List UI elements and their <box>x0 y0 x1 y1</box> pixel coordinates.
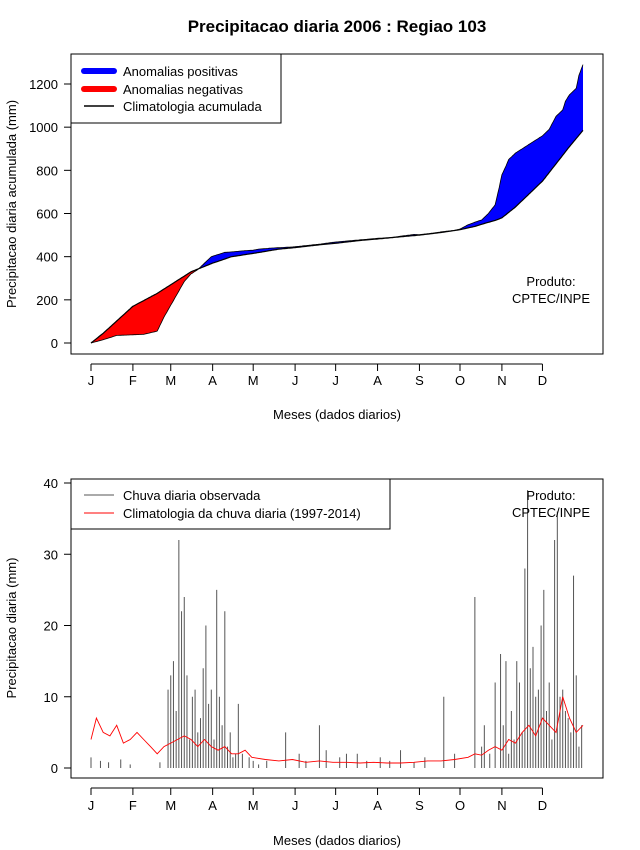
negative-anomaly-area-1 <box>92 268 200 343</box>
x-tick-label-top-0: J <box>88 373 95 388</box>
x-tick-label-bottom-8: S <box>415 798 424 813</box>
x-tick-label-bottom-7: A <box>373 798 382 813</box>
y-axis-label-top: Precipitacao diaria acumulada (mm) <box>4 100 19 308</box>
x-tick-label-bottom-6: J <box>332 798 339 813</box>
y-tick-label-bottom-4: 40 <box>44 476 58 491</box>
product-line2-bottom: CPTEC/INPE <box>512 505 590 520</box>
observed-cumulative-line <box>90 64 584 344</box>
x-axis-label-bottom: Meses (dados diarios) <box>273 833 401 848</box>
x-tick-label-bottom-0: J <box>88 798 95 813</box>
y-axis-label-bottom: Precipitacao diaria (mm) <box>4 558 19 699</box>
legend-box-bottom <box>70 478 391 530</box>
x-tick-label-bottom-9: O <box>455 798 465 813</box>
y-tick-label-top-1: 200 <box>36 293 58 308</box>
legend-label-climatology: Climatologia acumulada <box>123 99 263 114</box>
y-tick-label-bottom-2: 20 <box>44 619 58 634</box>
y-tick-label-top-5: 1000 <box>29 120 58 135</box>
x-tick-label-top-8: S <box>415 373 424 388</box>
x-tick-label-bottom-5: J <box>292 798 299 813</box>
positive-anomaly-area-2 <box>199 64 583 269</box>
legend-label-negative: Anomalias negativas <box>123 82 243 97</box>
x-tick-label-top-1: F <box>129 373 137 388</box>
x-tick-label-top-2: M <box>165 373 176 388</box>
y-axis-bottom: 0 10 20 30 40 <box>44 476 72 776</box>
x-tick-label-bottom-2: M <box>165 798 176 813</box>
y-tick-label-top-2: 400 <box>36 250 58 265</box>
legend-label-positive: Anomalias positivas <box>123 64 238 79</box>
x-axis-label-top: Meses (dados diarios) <box>273 407 401 422</box>
legend-bottom: Chuva diaria observada Climatologia da c… <box>70 478 391 530</box>
observed-daily-bars <box>90 490 583 768</box>
chart-title: Precipitacao diaria 2006 : Regiao 103 <box>188 17 487 36</box>
y-tick-label-top-6: 1200 <box>29 77 58 92</box>
x-tick-label-top-7: A <box>373 373 382 388</box>
legend-label-observed: Chuva diaria observada <box>123 488 261 503</box>
climatology-daily-line <box>90 696 584 764</box>
x-tick-label-bottom-10: N <box>497 798 506 813</box>
legend-top: Anomalias positivas Anomalias negativas … <box>70 53 282 124</box>
x-tick-label-bottom-3: A <box>208 798 217 813</box>
x-tick-label-top-6: J <box>332 373 339 388</box>
x-tick-label-top-10: N <box>497 373 506 388</box>
product-line1-bottom: Produto: <box>526 488 575 503</box>
x-tick-label-bottom-1: F <box>129 798 137 813</box>
daily-chart: 0 10 20 30 40 J F M A M J J A S O N D Precipitacao diar… <box>4 476 604 848</box>
legend-label-climatology-daily: Climatologia da chuva diaria (1997-2014) <box>123 506 361 521</box>
y-tick-label-top-0: 0 <box>51 336 58 351</box>
product-line2-top: CPTEC/INPE <box>512 291 590 306</box>
y-tick-label-bottom-0: 0 <box>51 761 58 776</box>
x-tick-label-bottom-4: M <box>248 798 259 813</box>
x-tick-label-top-3: A <box>208 373 217 388</box>
x-tick-label-top-5: J <box>292 373 299 388</box>
x-tick-label-bottom-11: D <box>538 798 547 813</box>
x-tick-label-top-11: D <box>538 373 547 388</box>
y-axis-top: 0 200 400 600 800 1000 1200 <box>29 77 72 351</box>
product-line1-top: Produto: <box>526 274 575 289</box>
y-tick-label-top-4: 800 <box>36 163 58 178</box>
climatology-cumulative-line <box>90 130 584 344</box>
y-tick-label-bottom-3: 30 <box>44 547 58 562</box>
y-tick-label-top-3: 600 <box>36 207 58 222</box>
cumulative-chart: 0 200 400 600 800 1000 1200 J F M A M J J A S O N D Preci… <box>4 53 604 422</box>
x-tick-label-top-4: M <box>248 373 259 388</box>
x-tick-label-top-9: O <box>455 373 465 388</box>
y-tick-label-bottom-1: 10 <box>44 690 58 705</box>
